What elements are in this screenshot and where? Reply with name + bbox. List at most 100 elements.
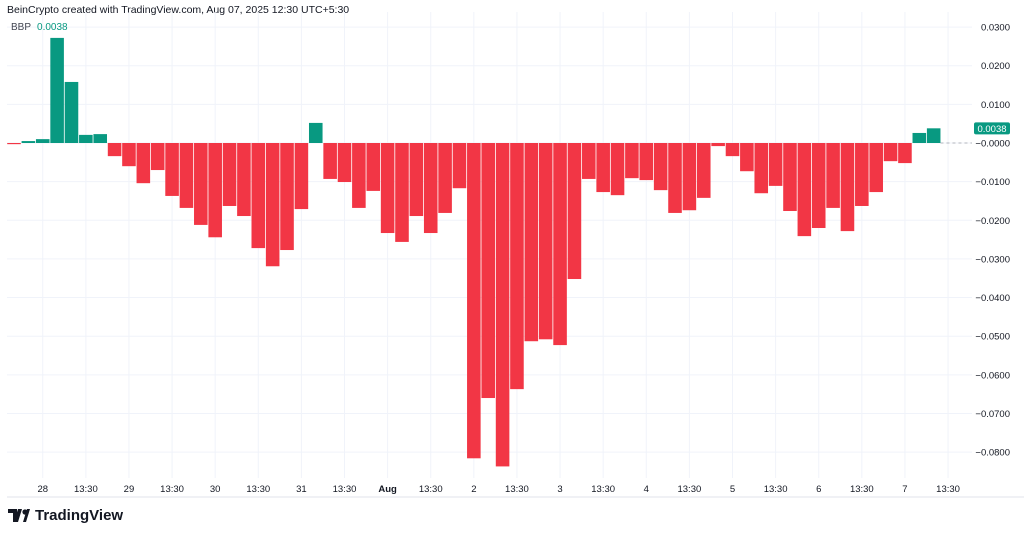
histogram-bar [179,143,194,208]
histogram-bar [423,143,438,234]
x-tick-label: 31 [296,484,307,495]
histogram-bar [553,143,567,346]
x-tick-label: 13:30 [591,484,615,495]
histogram-bar [869,143,883,193]
indicator-name: BBP [11,22,32,33]
histogram-bar [768,143,783,186]
histogram-bar [107,143,122,157]
x-tick-label: 13:30 [333,484,357,495]
histogram-bar [122,143,136,167]
last-value-label: 0.0038 [977,124,1006,135]
histogram-bar [696,143,711,198]
histogram-bar [840,143,855,232]
histogram-bar [308,122,323,143]
histogram-bar [64,81,79,143]
histogram-bar [711,143,725,147]
x-tick-label: 13:30 [936,484,960,495]
y-tick-label: −0.0600 [975,370,1010,381]
histogram-bar [194,143,208,225]
indicator-legend[interactable]: BBP 0.0038 [11,22,68,33]
histogram-bar [237,143,251,217]
histogram-bar [395,143,409,242]
y-tick-label: 0.0200 [981,61,1010,72]
histogram-bar [582,143,596,179]
histogram-bar [912,132,927,143]
tradingview-logo[interactable]: TradingView [8,507,123,524]
histogram-bar [567,143,582,280]
x-tick-label: 13:30 [505,484,529,495]
x-tick-label: 13:30 [850,484,874,495]
histogram-bar [639,143,654,181]
histogram-bar [510,143,524,390]
histogram-bar [7,143,21,145]
histogram-bar [811,143,826,229]
histogram-bar [610,143,625,196]
last-value-badge [974,122,1010,135]
histogram-bar [222,143,237,206]
y-tick-label: −0.0400 [975,293,1010,304]
histogram-bar [380,143,395,234]
y-tick-label: −0.0000 [975,139,1010,150]
x-tick-label: 13:30 [74,484,98,495]
x-tick-label: 29 [124,484,135,495]
y-tick-label: −0.0100 [975,177,1010,188]
logo-text: TradingView [35,507,124,524]
histogram-bar [265,143,280,267]
y-tick-label: −0.0300 [975,254,1010,265]
histogram-bar [596,143,610,193]
histogram-bar [883,143,898,162]
x-tick-label: 13:30 [246,484,270,495]
histogram-bar [524,143,539,342]
x-tick-label: 2 [471,484,476,495]
x-tick-label: 6 [816,484,821,495]
histogram-bar [855,143,869,206]
histogram-bar [136,143,151,184]
histogram-bar [495,143,510,467]
histogram-bar [366,143,381,191]
histogram-bar [740,143,754,172]
histogram-bar [337,143,352,183]
histogram-bar [294,143,309,210]
histogram-bar [538,143,553,340]
histogram-bar [165,143,179,196]
histogram-bar [50,37,64,143]
histogram-bar [93,134,108,143]
histogram-bar [926,128,941,143]
x-tick-label: 28 [37,484,48,495]
x-tick-label: Aug [378,484,397,495]
y-tick-label: −0.0200 [975,216,1010,227]
histogram-bar [438,143,452,213]
histogram-bar [481,143,495,399]
histogram-bar [352,143,366,208]
histogram-bar [898,143,912,164]
histogram-bar [625,143,639,179]
y-tick-label: −0.0800 [975,448,1010,459]
histogram-bar [251,143,266,249]
histogram-bar [35,139,50,143]
histogram-bar [208,143,222,238]
y-tick-label: 0.0300 [981,23,1010,34]
y-tick-label: −0.0500 [975,332,1010,343]
histogram-bar [280,143,294,251]
histogram-bar [682,143,697,211]
x-tick-label: 13:30 [419,484,443,495]
x-tick-label: 5 [730,484,735,495]
tradingview-logo-icon [8,509,30,522]
histogram-bar [409,143,424,217]
x-tick-label: 4 [644,484,649,495]
histogram-bar [668,143,682,213]
x-tick-label: 3 [557,484,562,495]
histogram-bar [653,143,668,191]
x-tick-label: 7 [902,484,907,495]
histogram-bar [79,134,93,143]
histogram-bar [797,143,812,237]
histogram-bar [783,143,797,212]
y-tick-label: −0.0700 [975,409,1010,420]
x-tick-label: 13:30 [677,484,701,495]
histogram-bar [467,143,481,459]
chart-credit: BeinCrypto created with TradingView.com,… [7,4,350,16]
histogram-bar [452,143,467,189]
x-tick-label: 30 [210,484,221,495]
histogram-bar [323,143,337,179]
